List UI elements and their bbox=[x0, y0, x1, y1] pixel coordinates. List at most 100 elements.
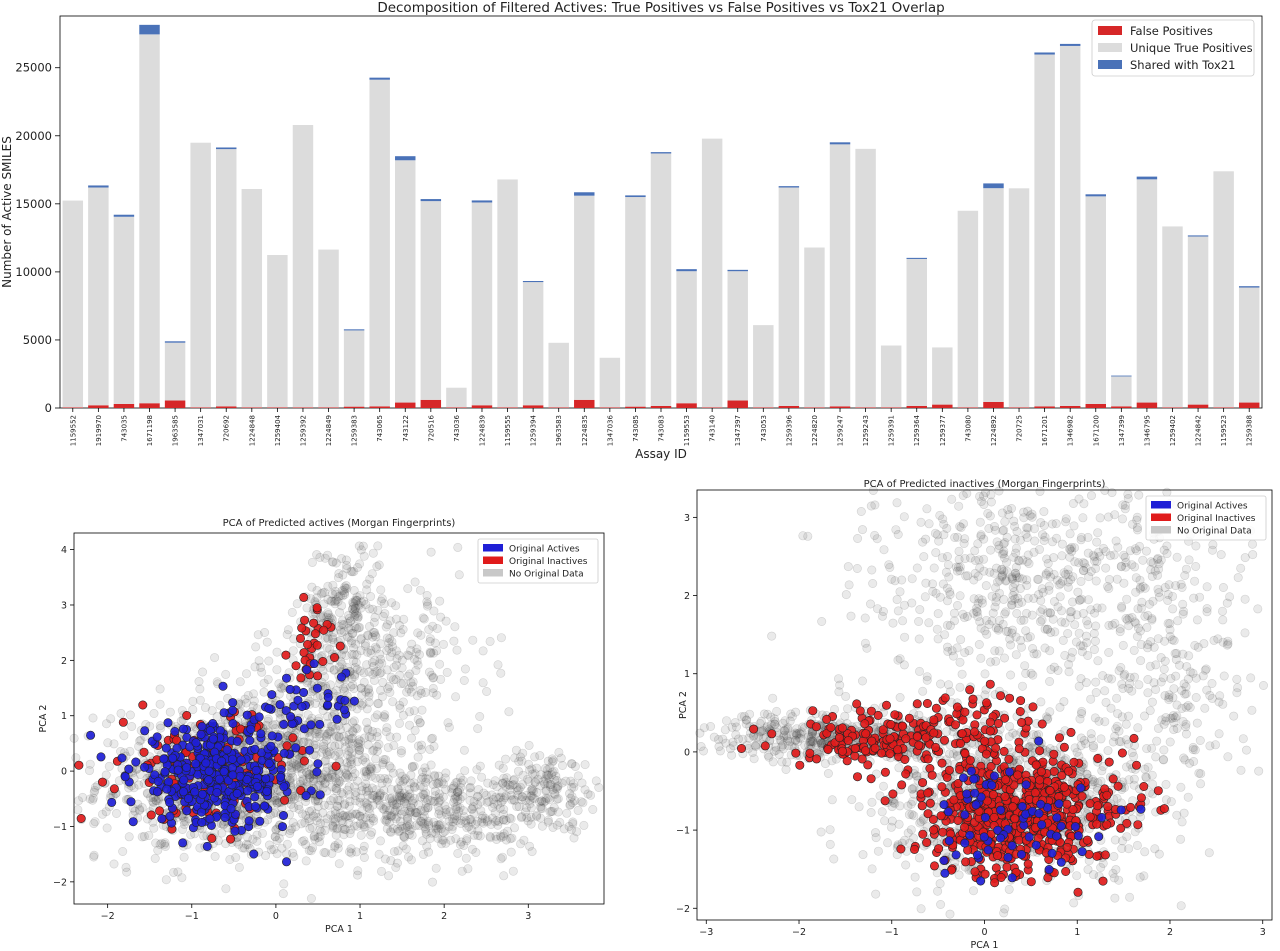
x-tick-label: 2 bbox=[441, 911, 447, 922]
point-no-original-data bbox=[359, 677, 369, 687]
point-no-original-data bbox=[933, 609, 943, 619]
point-no-original-data bbox=[540, 796, 550, 806]
point-no-original-data bbox=[155, 699, 165, 709]
point-no-original-data bbox=[124, 832, 134, 842]
point-no-original-data bbox=[297, 836, 307, 846]
point-original-active bbox=[140, 762, 150, 772]
point-no-original-data bbox=[428, 733, 438, 743]
point-no-original-data bbox=[368, 746, 378, 756]
point-no-original-data bbox=[355, 811, 365, 821]
point-original-active bbox=[162, 784, 172, 794]
point-no-original-data bbox=[327, 782, 337, 792]
point-no-original-data bbox=[935, 679, 945, 689]
point-no-original-data bbox=[493, 660, 503, 670]
point-no-original-data bbox=[198, 667, 208, 677]
point-no-original-data bbox=[304, 770, 314, 780]
point-no-original-data bbox=[441, 616, 451, 626]
point-no-original-data bbox=[431, 828, 441, 838]
point-no-original-data bbox=[475, 761, 485, 771]
point-original-active bbox=[340, 696, 350, 706]
point-no-original-data bbox=[1010, 534, 1020, 544]
bar-shared-tox21 bbox=[1111, 375, 1132, 377]
point-no-original-data bbox=[242, 839, 252, 849]
point-original-active bbox=[299, 688, 309, 698]
point-original-active bbox=[178, 724, 188, 734]
point-no-original-data bbox=[420, 763, 430, 773]
point-no-original-data bbox=[330, 599, 340, 609]
pca-inactives-scatter: PCA of Predicted inactives (Morgan Finge… bbox=[660, 472, 1280, 951]
point-no-original-data bbox=[89, 850, 99, 860]
point-no-original-data bbox=[856, 506, 866, 516]
point-no-original-data bbox=[292, 599, 302, 609]
point-original-active bbox=[250, 801, 260, 811]
point-no-original-data bbox=[416, 630, 426, 640]
point-no-original-data bbox=[1030, 536, 1040, 546]
point-no-original-data bbox=[342, 723, 352, 733]
point-original-active bbox=[197, 817, 207, 827]
point-no-original-data bbox=[429, 606, 439, 616]
point-no-original-data bbox=[328, 814, 338, 824]
point-no-original-data bbox=[109, 739, 119, 749]
point-no-original-data bbox=[377, 692, 387, 702]
x-tick-label: 1347399 bbox=[1118, 415, 1126, 446]
point-no-original-data bbox=[749, 754, 759, 764]
x-tick-label: 743122 bbox=[402, 415, 410, 442]
point-no-original-data bbox=[914, 634, 924, 644]
point-no-original-data bbox=[920, 592, 930, 602]
bar-false-positives bbox=[420, 399, 442, 408]
point-no-original-data bbox=[269, 844, 279, 854]
point-no-original-data bbox=[924, 519, 934, 529]
point-no-original-data bbox=[357, 700, 367, 710]
point-no-original-data bbox=[313, 780, 323, 790]
point-no-original-data bbox=[497, 787, 507, 797]
bar-unique-true-positives bbox=[1213, 171, 1234, 408]
bar-unique-true-positives bbox=[650, 153, 672, 406]
bar-shared-tox21 bbox=[650, 152, 672, 154]
point-no-original-data bbox=[332, 786, 342, 796]
point-no-original-data bbox=[410, 577, 420, 587]
point-no-original-data bbox=[371, 754, 381, 764]
point-no-original-data bbox=[137, 832, 147, 842]
point-no-original-data bbox=[344, 772, 354, 782]
point-no-original-data bbox=[944, 572, 954, 582]
point-no-original-data bbox=[380, 773, 390, 783]
bar-chart-svg: Decomposition of Filtered Actives: True … bbox=[0, 0, 1263, 461]
bar-shared-tox21 bbox=[343, 329, 365, 331]
point-no-original-data bbox=[234, 839, 244, 849]
point-no-original-data bbox=[374, 739, 384, 749]
point-no-original-data bbox=[930, 528, 940, 538]
point-no-original-data bbox=[308, 776, 318, 786]
point-no-original-data bbox=[321, 735, 331, 745]
point-original-active bbox=[168, 753, 178, 763]
point-no-original-data bbox=[331, 830, 341, 840]
point-no-original-data bbox=[567, 759, 577, 769]
point-no-original-data bbox=[567, 782, 577, 792]
point-no-original-data bbox=[843, 704, 853, 714]
point-no-original-data bbox=[272, 836, 282, 846]
point-no-original-data bbox=[1136, 812, 1146, 822]
point-no-original-data bbox=[272, 647, 282, 657]
point-no-original-data bbox=[395, 805, 405, 815]
point-no-original-data bbox=[361, 813, 371, 823]
point-no-original-data bbox=[195, 695, 205, 705]
point-no-original-data bbox=[333, 795, 343, 805]
point-original-active bbox=[165, 797, 175, 807]
point-no-original-data bbox=[346, 848, 356, 858]
scatter-title: PCA of Predicted actives (Morgan Fingerp… bbox=[223, 518, 456, 529]
bar-false-positives bbox=[318, 407, 339, 408]
point-no-original-data bbox=[1029, 547, 1039, 557]
point-no-original-data bbox=[352, 608, 362, 618]
point-no-original-data bbox=[109, 859, 119, 869]
point-no-original-data bbox=[354, 541, 364, 551]
point-original-inactive bbox=[299, 756, 309, 766]
x-tick-label: 1159552 bbox=[69, 415, 77, 446]
point-no-original-data bbox=[910, 872, 920, 882]
point-no-original-data bbox=[906, 799, 916, 809]
point-no-original-data bbox=[218, 820, 228, 830]
point-no-original-data bbox=[389, 662, 399, 672]
point-no-original-data bbox=[954, 501, 964, 511]
bar-false-positives bbox=[599, 407, 621, 408]
point-no-original-data bbox=[488, 802, 498, 812]
x-tick-label: 1346982 bbox=[1067, 415, 1075, 446]
legend-label: No Original Data bbox=[509, 570, 584, 580]
